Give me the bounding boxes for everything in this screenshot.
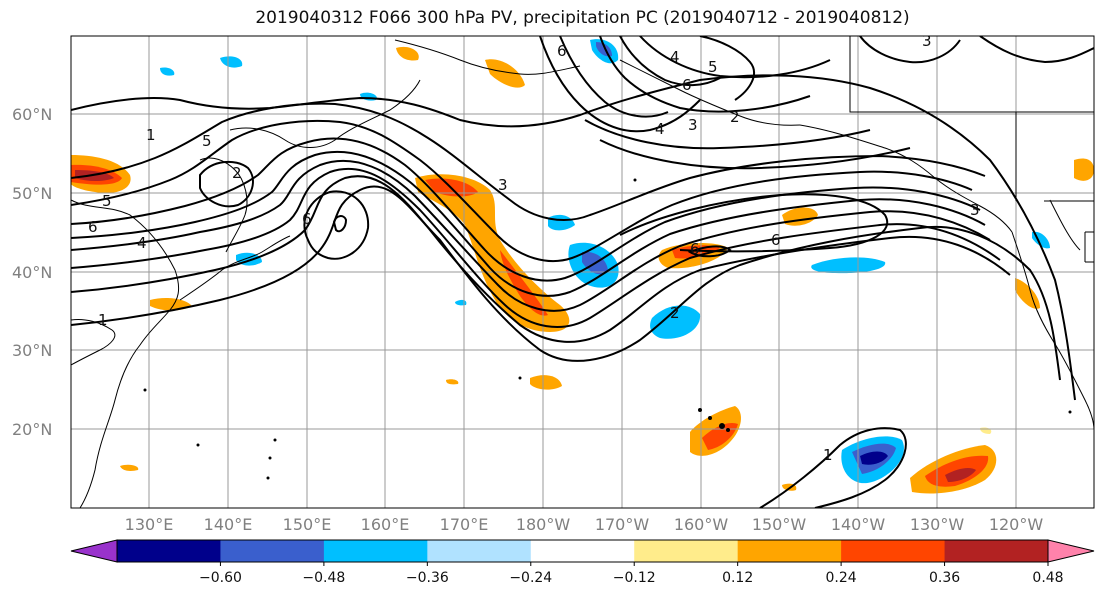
pv-contours <box>71 36 1094 508</box>
lat-label: 60°N <box>12 105 52 124</box>
colorbar-tick-label: −0.48 <box>302 570 345 586</box>
colorbar-cell <box>220 540 325 562</box>
colorbar-tick-label: −0.36 <box>406 570 449 586</box>
contour-label: 3 <box>970 201 980 219</box>
lon-label: 130°W <box>910 515 965 534</box>
colorbar-tick-label: 0.24 <box>826 570 857 586</box>
lon-label: 140°W <box>831 515 886 534</box>
contour-label: 6 <box>682 76 692 94</box>
colorbar-tick-label: 0.12 <box>722 570 753 586</box>
latitude-labels: 60°N 50°N 40°N 30°N 20°N <box>12 105 52 439</box>
lon-label: 170°W <box>595 515 650 534</box>
colorbar-cell <box>427 540 532 562</box>
lon-label: 160°E <box>361 515 410 534</box>
colorbar-frame <box>116 539 1049 563</box>
colorbar-tick-label: −0.12 <box>613 570 656 586</box>
contour-label: 4 <box>670 48 680 66</box>
colorbar-cell <box>944 540 1049 562</box>
colorbar-cell <box>634 540 739 562</box>
lat-label: 50°N <box>12 184 52 203</box>
contour-label: 6 <box>690 240 700 258</box>
lon-label: 140°E <box>204 515 253 534</box>
contour-labels: 1 1 1 2 2 2 3 3 3 3 4 4 4 5 5 5 6 6 6 6 … <box>88 32 980 464</box>
contour-label: 5 <box>102 192 112 210</box>
lon-label: 150°E <box>283 515 332 534</box>
colorbar-tick-label: 0.48 <box>1032 570 1063 586</box>
contour-label: 6 <box>771 231 781 249</box>
contour-label: 1 <box>146 126 156 144</box>
longitude-labels: 130°E 140°E 150°E 160°E 170°E 180°W 170°… <box>125 515 1044 534</box>
lon-label: 130°E <box>125 515 174 534</box>
contour-label: 1 <box>98 311 108 329</box>
contour-label: 2 <box>232 164 242 182</box>
contour-label: 3 <box>688 116 698 134</box>
contour-label: 3 <box>498 176 508 194</box>
lon-label: 180°W <box>516 515 571 534</box>
lat-label: 20°N <box>12 420 52 439</box>
lon-label: 120°W <box>989 515 1044 534</box>
colorbar-cell <box>117 540 221 562</box>
lon-label: 150°W <box>752 515 807 534</box>
colorbar-cell <box>323 540 428 562</box>
plot-frame <box>70 35 1095 509</box>
islands <box>143 178 1072 480</box>
contour-label: 6 <box>88 218 98 236</box>
lon-label: 170°E <box>440 515 489 534</box>
contour-label: 5 <box>708 58 718 76</box>
colorbar-tick-label: 0.36 <box>929 570 960 586</box>
contour-label: 6 <box>557 42 567 60</box>
colorbar-cell <box>530 540 635 562</box>
map-title: 2019040312 F066 300 hPa PV, precipitatio… <box>255 8 910 28</box>
contour-label: 4 <box>137 234 147 252</box>
lat-label: 40°N <box>12 263 52 282</box>
colorbar-min-extension <box>70 539 118 563</box>
colorbar-cell <box>737 540 842 562</box>
contour-label: 1 <box>823 446 833 464</box>
contour-label: 2 <box>670 304 680 322</box>
lat-label: 30°N <box>12 341 52 360</box>
colorbar-tick-label: −0.24 <box>509 570 552 586</box>
contour-label: 4 <box>655 120 665 138</box>
contour-label: 2 <box>730 108 740 126</box>
colorbar-cell <box>841 540 946 562</box>
contour-label: 6 <box>302 210 312 228</box>
colorbar: −0.60 −0.48 −0.36 −0.24 −0.12 0.12 0.24 0.36 0.4… <box>70 539 1095 586</box>
colorbar-max-extension <box>1047 539 1095 563</box>
colorbar-tick-label: −0.60 <box>199 570 242 586</box>
contour-label: 5 <box>202 132 212 150</box>
lon-label: 160°W <box>674 515 729 534</box>
contour-label: 3 <box>922 32 932 50</box>
